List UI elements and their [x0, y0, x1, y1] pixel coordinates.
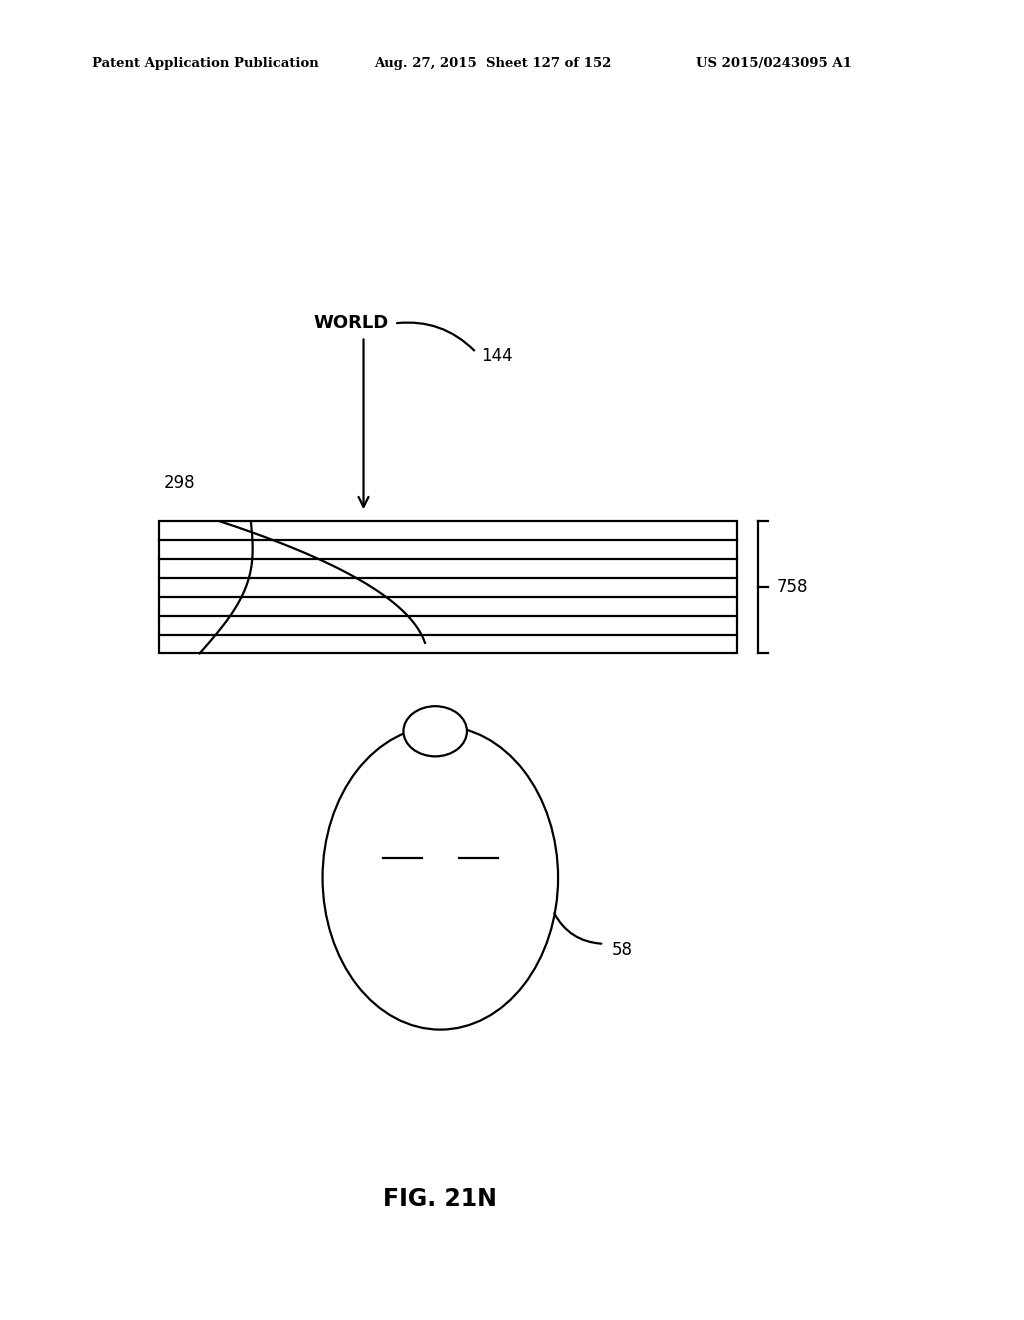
Text: Patent Application Publication: Patent Application Publication [92, 57, 318, 70]
Text: WORLD: WORLD [314, 314, 389, 333]
Text: 144: 144 [481, 347, 513, 366]
Text: 58: 58 [611, 941, 633, 960]
Text: 758: 758 [776, 578, 808, 597]
Text: 298: 298 [164, 474, 196, 492]
Circle shape [323, 726, 558, 1030]
Text: US 2015/0243095 A1: US 2015/0243095 A1 [696, 57, 852, 70]
Ellipse shape [403, 706, 467, 756]
Text: FIG. 21N: FIG. 21N [383, 1187, 498, 1210]
Bar [159, 521, 737, 653]
Text: Aug. 27, 2015  Sheet 127 of 152: Aug. 27, 2015 Sheet 127 of 152 [374, 57, 611, 70]
